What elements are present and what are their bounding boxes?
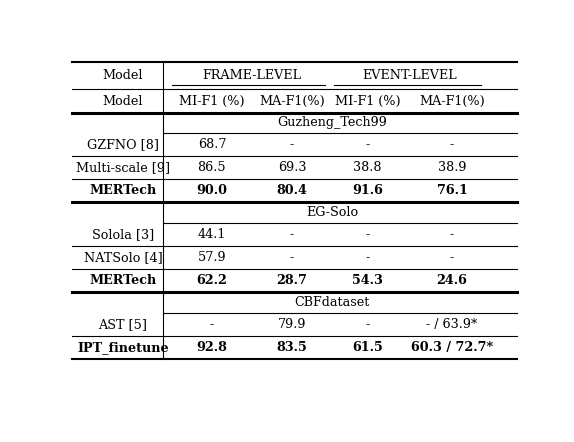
Text: -: - — [290, 251, 294, 264]
Text: 38.8: 38.8 — [354, 161, 382, 174]
Text: -: - — [290, 228, 294, 241]
Text: Model: Model — [103, 69, 143, 82]
Text: 24.6: 24.6 — [437, 274, 468, 287]
Text: AST [5]: AST [5] — [98, 318, 148, 331]
Text: 69.3: 69.3 — [278, 161, 306, 174]
Text: NATSolo [4]: NATSolo [4] — [84, 251, 162, 264]
Text: GZFNO [8]: GZFNO [8] — [87, 138, 159, 151]
Text: EVENT-LEVEL: EVENT-LEVEL — [363, 69, 457, 82]
Text: -: - — [450, 228, 454, 241]
Text: IPT_finetune: IPT_finetune — [77, 341, 169, 354]
Text: Multi-scale [9]: Multi-scale [9] — [76, 161, 170, 174]
Text: 38.9: 38.9 — [438, 161, 466, 174]
Text: -: - — [366, 318, 370, 331]
Text: 44.1: 44.1 — [197, 228, 226, 241]
Text: MA-F1(%): MA-F1(%) — [259, 95, 325, 107]
Text: Model: Model — [103, 95, 143, 107]
Text: 28.7: 28.7 — [277, 274, 308, 287]
Text: - / 63.9*: - / 63.9* — [426, 318, 478, 331]
Text: EG-Solo: EG-Solo — [306, 206, 358, 219]
Text: 86.5: 86.5 — [197, 161, 226, 174]
Text: FRAME-LEVEL: FRAME-LEVEL — [203, 69, 301, 82]
Text: 92.8: 92.8 — [196, 341, 227, 354]
Text: 76.1: 76.1 — [437, 184, 468, 198]
Text: -: - — [366, 228, 370, 241]
Text: MERTech: MERTech — [90, 274, 157, 287]
Text: MI-F1 (%): MI-F1 (%) — [335, 95, 401, 107]
Text: -: - — [290, 138, 294, 151]
Text: 83.5: 83.5 — [277, 341, 307, 354]
Text: Solola [3]: Solola [3] — [92, 228, 154, 241]
Text: 62.2: 62.2 — [196, 274, 227, 287]
Text: -: - — [210, 318, 214, 331]
Text: 90.0: 90.0 — [196, 184, 227, 198]
Text: 57.9: 57.9 — [197, 251, 226, 264]
Text: MA-F1(%): MA-F1(%) — [419, 95, 485, 107]
Text: 54.3: 54.3 — [352, 274, 383, 287]
Text: 68.7: 68.7 — [197, 138, 226, 151]
Text: 79.9: 79.9 — [278, 318, 306, 331]
Text: MI-F1 (%): MI-F1 (%) — [179, 95, 245, 107]
Text: Guzheng_Tech99: Guzheng_Tech99 — [277, 116, 387, 130]
Text: -: - — [450, 251, 454, 264]
Text: MERTech: MERTech — [90, 184, 157, 198]
Text: 61.5: 61.5 — [352, 341, 383, 354]
Text: -: - — [366, 138, 370, 151]
Text: 91.6: 91.6 — [352, 184, 383, 198]
Text: -: - — [450, 138, 454, 151]
Text: -: - — [366, 251, 370, 264]
Text: 60.3 / 72.7*: 60.3 / 72.7* — [411, 341, 493, 354]
Text: CBFdataset: CBFdataset — [294, 296, 370, 309]
Text: 80.4: 80.4 — [277, 184, 308, 198]
